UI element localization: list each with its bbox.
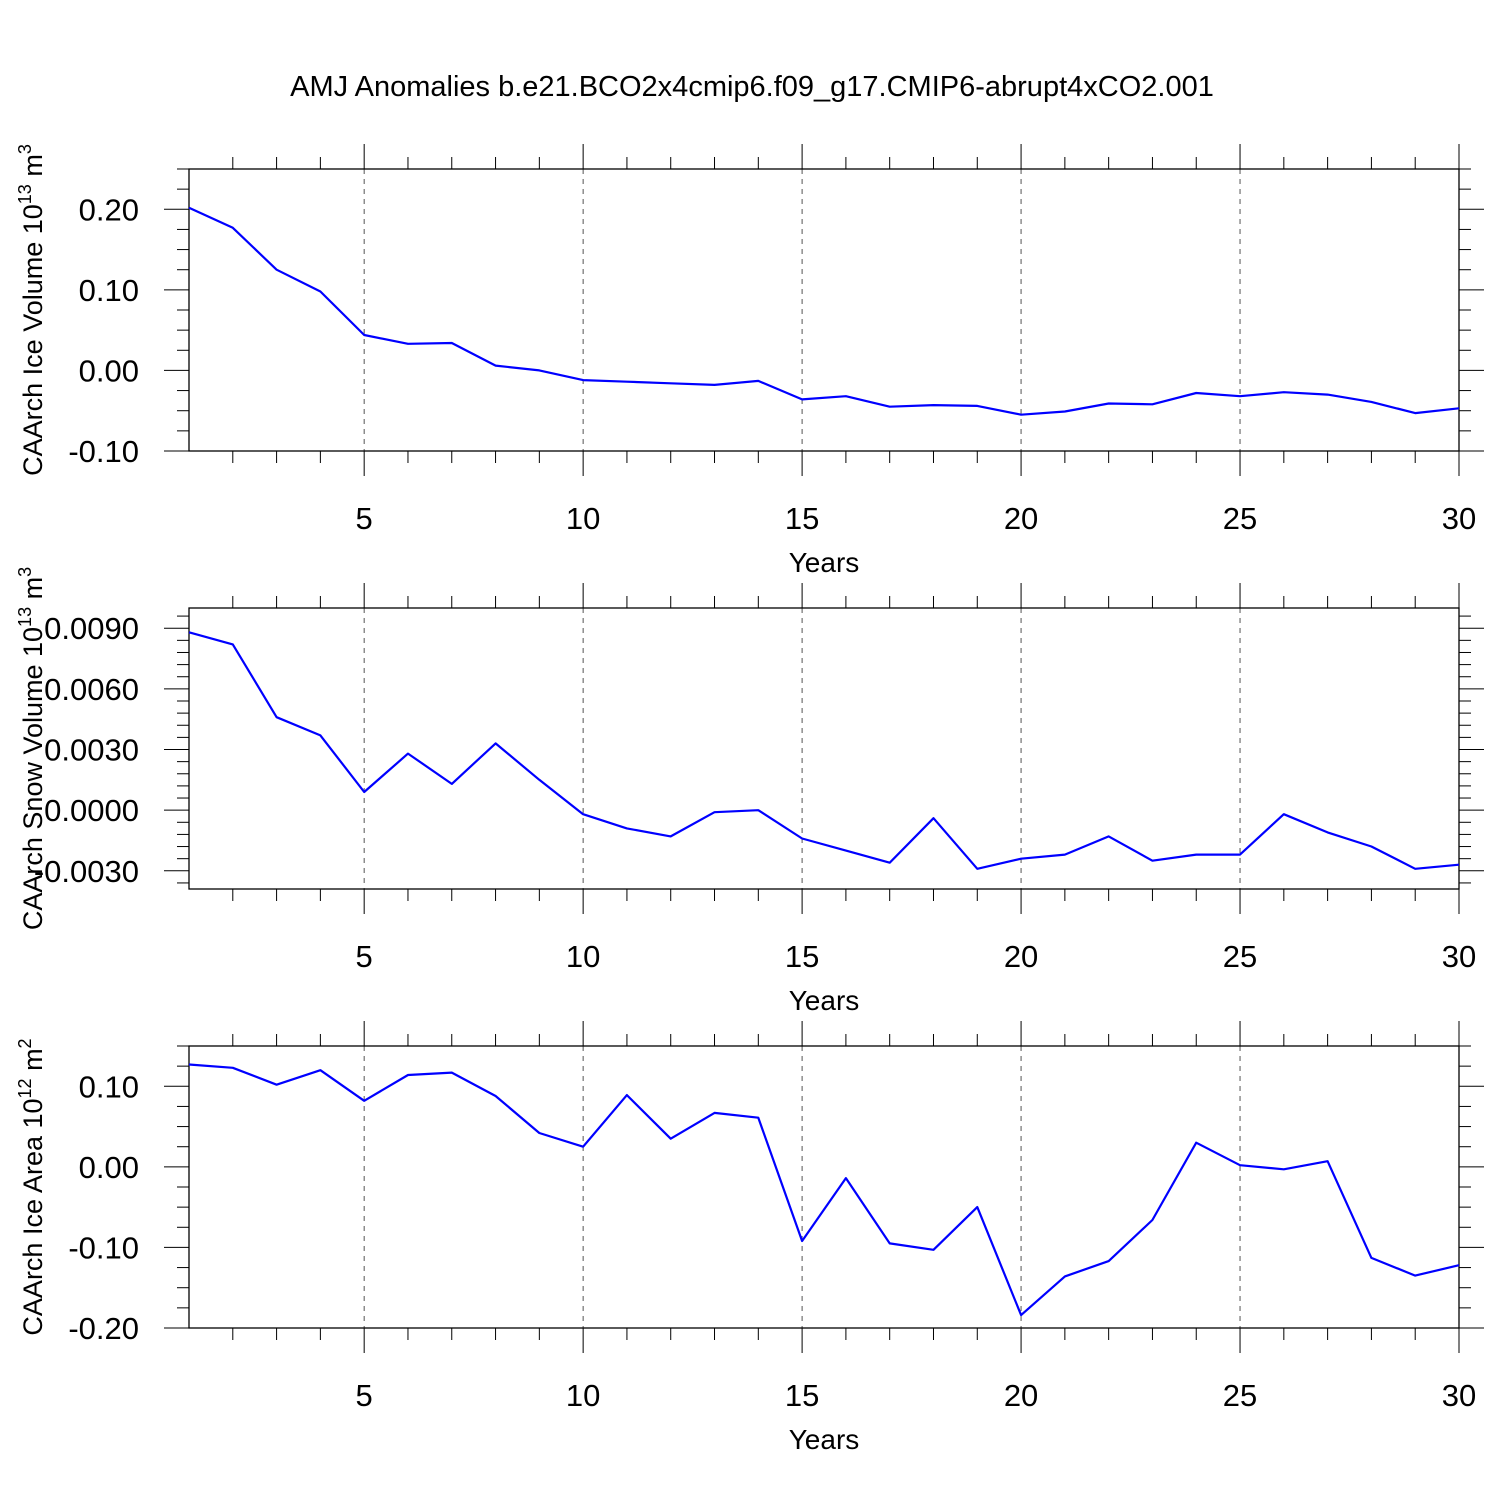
panel-1: -0.10 0.00 0.10 0.20 5 10 15 20 25 30 Years CAArch … bbox=[15, 144, 1484, 578]
y-tick-label: -0.10 bbox=[68, 1230, 139, 1265]
x-axis-label: Years bbox=[789, 1424, 860, 1455]
y-tick-label: 0.00 bbox=[79, 1150, 139, 1185]
x-tick-label: 30 bbox=[1442, 939, 1476, 974]
x-tick-label: 15 bbox=[785, 1378, 819, 1413]
panel-3: -0.20 -0.10 0.00 0.10 5 10 15 20 25 30 Years CAArch… bbox=[15, 1021, 1484, 1455]
y-tick-label: -0.10 bbox=[68, 434, 139, 469]
x-tick-label: 5 bbox=[356, 1378, 373, 1413]
series-line bbox=[188, 1063, 1460, 1317]
x-tick-label: 5 bbox=[356, 501, 373, 536]
y-tick-label: -0.0030 bbox=[34, 854, 139, 889]
x-axis-label: Years bbox=[789, 547, 860, 578]
y-tick-label: 0.00 bbox=[79, 353, 139, 388]
x-tick-label: 10 bbox=[566, 939, 600, 974]
panel-2: -0.0030 0.0000 0.0030 0.0060 0.0090 5 10 15 20 25… bbox=[15, 567, 1484, 1016]
y-axis-label: CAArch Ice Volume 1013 m3 bbox=[15, 144, 48, 476]
y-axis-label-unit-exponent: 2 bbox=[15, 1038, 35, 1048]
x-axis-label: Years bbox=[789, 985, 860, 1016]
y-axis-label-unit: m bbox=[18, 577, 48, 607]
y-axis-label-exponent: 13 bbox=[15, 607, 35, 627]
x-tick-label: 25 bbox=[1223, 1378, 1257, 1413]
series-line bbox=[188, 206, 1460, 416]
y-axis-label-text: CAArch Snow Volume 10 bbox=[18, 627, 48, 930]
y-tick-label: 0.0000 bbox=[44, 793, 139, 828]
x-tick-label: 10 bbox=[566, 501, 600, 536]
y-tick-label: 0.0030 bbox=[44, 733, 139, 768]
x-tick-label: 25 bbox=[1223, 939, 1257, 974]
x-tick-label: 30 bbox=[1442, 501, 1476, 536]
x-tick-label: 10 bbox=[566, 1378, 600, 1413]
x-tick-label: 20 bbox=[1004, 501, 1038, 536]
y-tick-label: 0.0060 bbox=[44, 672, 139, 707]
y-tick-label: 0.10 bbox=[79, 273, 139, 308]
y-axis-label-unit-exponent: 3 bbox=[15, 144, 35, 154]
y-axis-label-text: CAArch Ice Area 10 bbox=[18, 1098, 48, 1335]
y-axis-label: CAArch Ice Area 1012 m2 bbox=[15, 1038, 48, 1335]
y-axis-label-unit-exponent: 3 bbox=[15, 567, 35, 577]
x-tick-label: 20 bbox=[1004, 939, 1038, 974]
panels: -0.100.000.100.205 10 15 20 25 30YearsCAArch … bbox=[15, 144, 1484, 1455]
chart-title: AMJ Anomalies b.e21.BCO2x4cmip6.f09_g17.… bbox=[290, 71, 1214, 103]
x-tick-label: 25 bbox=[1223, 501, 1257, 536]
y-tick-label: 0.10 bbox=[79, 1069, 139, 1104]
y-tick-label: -0.20 bbox=[68, 1311, 139, 1346]
y-axis-label-exponent: 13 bbox=[15, 184, 35, 204]
x-tick-label: 15 bbox=[785, 939, 819, 974]
x-tick-label: 15 bbox=[785, 501, 819, 536]
y-axis-label: CAArch Snow Volume 1013 m3 bbox=[15, 567, 48, 930]
series-line bbox=[188, 631, 1460, 870]
y-tick-label: 0.20 bbox=[79, 192, 139, 227]
y-axis-label-exponent: 12 bbox=[15, 1078, 35, 1098]
x-tick-label: 5 bbox=[356, 939, 373, 974]
y-axis-label-unit: m bbox=[18, 154, 48, 184]
x-tick-label: 20 bbox=[1004, 1378, 1038, 1413]
x-tick-label: 30 bbox=[1442, 1378, 1476, 1413]
y-axis-label-text: CAArch Ice Volume 10 bbox=[18, 204, 48, 476]
y-tick-label: 0.0090 bbox=[44, 611, 139, 646]
plot-frame bbox=[188, 607, 1460, 890]
y-axis-label-unit: m bbox=[18, 1048, 48, 1078]
